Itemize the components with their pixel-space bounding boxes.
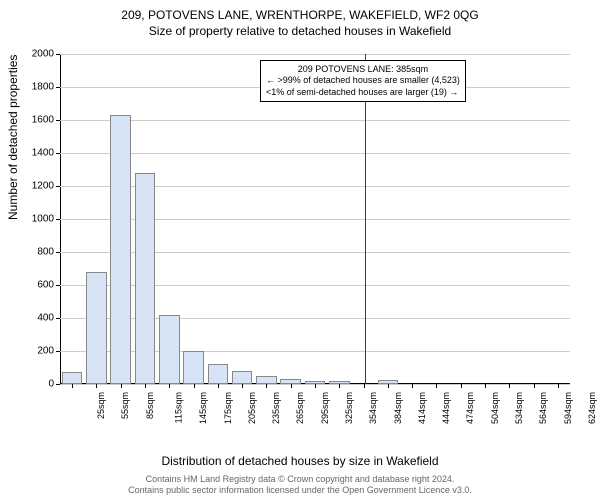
footer-line2: Contains public sector information licen… — [0, 485, 600, 496]
y-tick-label: 400 — [14, 313, 54, 324]
y-tick-label: 1200 — [14, 181, 54, 192]
grid-line — [60, 153, 570, 154]
x-tick-mark — [534, 384, 535, 388]
chart-subtitle: Size of property relative to detached ho… — [0, 22, 600, 42]
x-tick-label: 85sqm — [145, 392, 155, 419]
annotation-line: <1% of semi-detached houses are larger (… — [266, 87, 460, 98]
x-tick-label: 534sqm — [514, 392, 524, 424]
x-tick-mark — [339, 384, 340, 388]
x-tick-mark — [558, 384, 559, 388]
y-tick-mark — [56, 252, 60, 253]
x-tick-mark — [145, 384, 146, 388]
x-tick-mark — [242, 384, 243, 388]
y-tick-mark — [56, 285, 60, 286]
y-tick-label: 1000 — [14, 214, 54, 225]
y-tick-mark — [56, 318, 60, 319]
x-tick-label: 384sqm — [393, 392, 403, 424]
annotation-line: ← >99% of detached houses are smaller (4… — [266, 75, 460, 86]
histogram-bar — [62, 372, 83, 384]
y-tick-label: 200 — [14, 346, 54, 357]
x-tick-label: 414sqm — [417, 392, 427, 424]
y-tick-label: 600 — [14, 280, 54, 291]
footer-line1: Contains HM Land Registry data © Crown c… — [0, 474, 600, 485]
x-tick-mark — [509, 384, 510, 388]
x-axis-label: Distribution of detached houses by size … — [0, 454, 600, 468]
histogram-bar — [110, 115, 131, 384]
x-tick-label: 265sqm — [295, 392, 305, 424]
x-tick-label: 55sqm — [120, 392, 130, 419]
plot-area: 209 POTOVENS LANE: 385sqm← >99% of detac… — [60, 54, 570, 384]
chart-container: 209, POTOVENS LANE, WRENTHORPE, WAKEFIEL… — [0, 0, 600, 500]
y-tick-mark — [56, 219, 60, 220]
y-tick-mark — [56, 384, 60, 385]
histogram-bar — [208, 364, 229, 384]
x-tick-mark — [364, 384, 365, 388]
x-tick-mark — [315, 384, 316, 388]
x-tick-label: 504sqm — [490, 392, 500, 424]
histogram-bar — [232, 371, 253, 384]
y-tick-mark — [56, 351, 60, 352]
y-tick-mark — [56, 54, 60, 55]
x-tick-label: 235sqm — [271, 392, 281, 424]
x-tick-mark — [461, 384, 462, 388]
x-tick-label: 624sqm — [587, 392, 597, 424]
x-tick-label: 325sqm — [344, 392, 354, 424]
x-tick-mark — [96, 384, 97, 388]
x-tick-mark — [218, 384, 219, 388]
y-tick-label: 0 — [14, 379, 54, 390]
x-tick-mark — [291, 384, 292, 388]
y-tick-mark — [56, 87, 60, 88]
histogram-bar — [135, 173, 156, 384]
x-tick-label: 175sqm — [223, 392, 233, 424]
x-tick-label: 354sqm — [368, 392, 378, 424]
x-tick-label: 145sqm — [198, 392, 208, 424]
histogram-bar — [183, 351, 204, 384]
x-tick-mark — [72, 384, 73, 388]
y-tick-mark — [56, 153, 60, 154]
y-tick-label: 1600 — [14, 115, 54, 126]
y-axis-label: Number of detached properties — [6, 55, 20, 220]
y-tick-label: 1400 — [14, 148, 54, 159]
x-tick-label: 474sqm — [465, 392, 475, 424]
x-tick-label: 564sqm — [538, 392, 548, 424]
x-tick-mark — [121, 384, 122, 388]
x-tick-label: 25sqm — [96, 392, 106, 419]
y-tick-label: 1800 — [14, 82, 54, 93]
x-tick-label: 205sqm — [247, 392, 257, 424]
x-tick-mark — [169, 384, 170, 388]
x-tick-label: 594sqm — [563, 392, 573, 424]
x-tick-mark — [388, 384, 389, 388]
marker-line — [365, 54, 366, 384]
y-tick-label: 2000 — [14, 49, 54, 60]
grid-line — [60, 54, 570, 55]
y-tick-label: 800 — [14, 247, 54, 258]
y-tick-mark — [56, 186, 60, 187]
footer-text: Contains HM Land Registry data © Crown c… — [0, 474, 600, 496]
x-tick-mark — [266, 384, 267, 388]
y-tick-mark — [56, 120, 60, 121]
x-tick-mark — [485, 384, 486, 388]
x-tick-mark — [194, 384, 195, 388]
annotation-line: 209 POTOVENS LANE: 385sqm — [266, 64, 460, 75]
x-tick-label: 115sqm — [173, 392, 183, 423]
histogram-bar — [86, 272, 107, 384]
chart-title: 209, POTOVENS LANE, WRENTHORPE, WAKEFIEL… — [0, 0, 600, 22]
x-tick-mark — [436, 384, 437, 388]
x-tick-label: 444sqm — [441, 392, 451, 424]
grid-line — [60, 120, 570, 121]
histogram-bar — [159, 315, 180, 384]
x-tick-label: 295sqm — [320, 392, 330, 424]
x-tick-mark — [412, 384, 413, 388]
histogram-bar — [256, 376, 277, 384]
annotation-box: 209 POTOVENS LANE: 385sqm← >99% of detac… — [260, 60, 466, 102]
